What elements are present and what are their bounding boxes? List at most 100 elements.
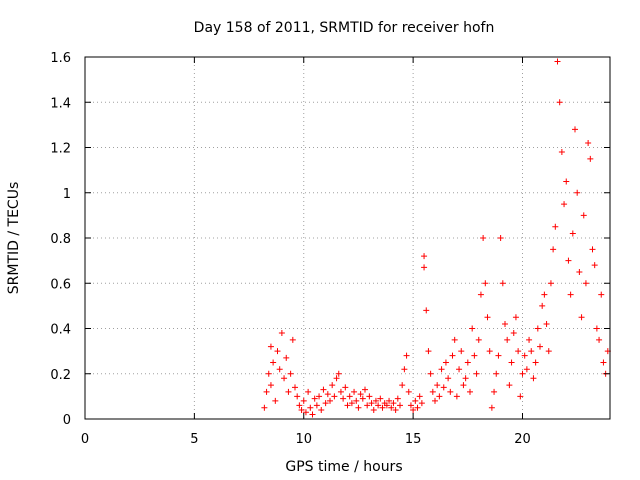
data-point <box>307 404 314 411</box>
data-point <box>550 246 557 253</box>
data-point <box>386 397 393 404</box>
data-point <box>394 395 401 402</box>
data-point <box>287 370 294 377</box>
data-point <box>309 411 316 418</box>
data-point <box>567 291 574 298</box>
data-point <box>329 382 336 389</box>
data-point <box>547 280 554 287</box>
data-point <box>377 395 384 402</box>
data-point <box>534 325 541 332</box>
y-tick-label: 1.2 <box>50 142 71 157</box>
y-axis-label: SRMTID / TECUs <box>6 182 22 295</box>
data-point <box>425 348 432 355</box>
data-point <box>526 336 533 343</box>
data-point <box>263 388 270 395</box>
data-point <box>458 348 465 355</box>
data-point <box>572 126 578 133</box>
data-point <box>414 404 421 411</box>
data-point <box>519 370 526 377</box>
data-point <box>322 400 329 407</box>
data-point <box>313 402 320 409</box>
data-point <box>484 314 491 321</box>
data-point <box>305 388 312 395</box>
data-point <box>316 393 323 400</box>
data-point <box>523 366 530 373</box>
plot-frame <box>84 56 611 420</box>
data-point <box>292 384 298 391</box>
chart-title: Day 158 of 2011, SRMTID for receiver hof… <box>194 20 495 36</box>
data-point <box>335 370 342 377</box>
data-point <box>456 366 463 373</box>
data-point <box>285 388 292 395</box>
x-tick-label: 10 <box>295 432 312 447</box>
x-tick-label: 5 <box>190 432 198 447</box>
data-point <box>416 393 423 400</box>
data-point <box>362 386 368 393</box>
data-point <box>473 370 480 377</box>
data-point <box>445 375 452 382</box>
data-point <box>302 409 309 416</box>
data-point <box>541 291 548 298</box>
data-point <box>300 397 307 404</box>
data-point <box>449 352 456 359</box>
data-point <box>351 388 358 395</box>
data-point <box>504 336 511 343</box>
data-point <box>480 235 487 241</box>
data-point <box>370 406 377 413</box>
data-point <box>366 393 373 400</box>
data-point <box>340 395 347 402</box>
data-point <box>576 268 583 275</box>
data-point <box>589 246 596 253</box>
data-point <box>392 406 399 413</box>
data-point <box>327 397 333 404</box>
y-tick-label: 0 <box>63 413 71 428</box>
data-point <box>368 400 375 407</box>
y-tick-label: 0.6 <box>50 277 71 292</box>
data-points <box>261 58 611 418</box>
data-point <box>600 359 607 366</box>
y-tick-label: 1 <box>63 187 71 202</box>
data-point <box>267 343 274 350</box>
data-point <box>491 388 498 395</box>
data-point <box>434 382 441 389</box>
data-point <box>265 370 272 377</box>
data-point <box>493 370 500 377</box>
data-point <box>508 359 515 366</box>
data-point <box>342 384 349 391</box>
data-point <box>337 388 344 395</box>
data-point <box>357 391 364 398</box>
data-point <box>432 397 438 404</box>
y-tick-label: 1.4 <box>50 96 71 111</box>
data-point <box>283 354 290 361</box>
data-point <box>591 262 598 269</box>
data-point <box>488 404 495 411</box>
data-point <box>543 320 550 327</box>
y-tick-label: 0.4 <box>50 323 71 338</box>
data-point <box>364 402 371 409</box>
data-point <box>467 388 473 395</box>
data-point <box>421 253 428 260</box>
data-point <box>593 325 600 332</box>
data-point <box>495 352 502 359</box>
x-axis-label: GPS time / hours <box>285 459 402 475</box>
data-point <box>582 280 589 287</box>
data-point <box>515 348 522 355</box>
data-point <box>563 178 570 185</box>
data-point <box>294 393 301 400</box>
data-point <box>383 402 390 409</box>
x-axis: 0 5 10 15 20 <box>81 57 531 447</box>
data-point <box>530 375 537 382</box>
data-point <box>506 382 513 389</box>
data-point <box>587 155 594 162</box>
data-point <box>510 330 517 337</box>
data-point <box>324 391 331 398</box>
data-point <box>451 336 458 343</box>
x-tick-label: 20 <box>514 432 531 447</box>
data-point <box>502 320 508 327</box>
data-point <box>346 393 353 400</box>
data-point <box>460 382 467 389</box>
data-point <box>436 393 443 400</box>
data-point <box>580 212 587 219</box>
data-point <box>561 201 568 208</box>
